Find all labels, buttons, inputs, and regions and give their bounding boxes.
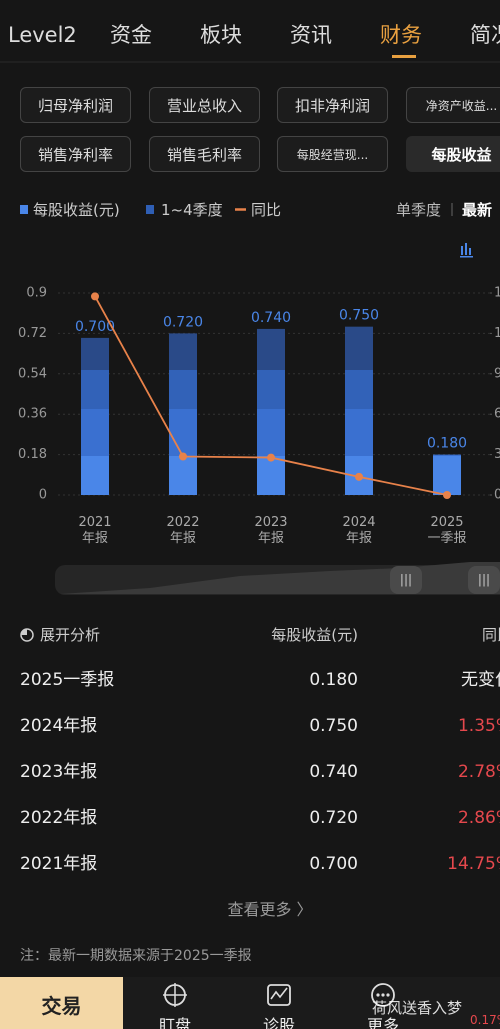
row-label[interactable]: 2024年报	[20, 716, 98, 736]
y-tick-label: 0.9	[26, 286, 47, 301]
nav-label[interactable]: 更多	[367, 1016, 400, 1029]
analysis-icon-fill	[21, 629, 27, 635]
y2-tick-label: 15	[494, 286, 500, 301]
spacer	[20, 622, 500, 623]
trade-button-bg[interactable]	[0, 977, 123, 1029]
y-tick-label: 0.36	[18, 407, 47, 422]
x-tick-label: 2022 年报	[166, 515, 200, 546]
y-tick-label: 0.54	[18, 366, 47, 381]
bar	[345, 326, 373, 495]
y2-tick-label: 0	[494, 488, 500, 503]
row-value: 0.700	[309, 854, 358, 874]
more-icon-dot	[381, 993, 385, 997]
tab[interactable]: 资金	[110, 23, 152, 47]
metric-button[interactable]: 销售净利率	[20, 136, 131, 172]
metric-button[interactable]: 销售毛利率	[149, 136, 260, 172]
note: 注：最新一期数据来源于2025一季报	[20, 948, 252, 964]
ticker-change: 0.17%	[470, 1013, 500, 1027]
legend-label: 1~4季度	[161, 201, 223, 219]
row-change: 2.78%	[457, 762, 500, 782]
data-label: 0.180	[427, 436, 467, 452]
period-option[interactable]: 最新	[462, 201, 493, 219]
data-label: 0.750	[339, 308, 379, 324]
x-tick-label: 2023 年报	[254, 515, 288, 546]
legend-swatch	[20, 205, 28, 214]
more-link[interactable]: 查看更多 〉	[227, 900, 313, 919]
bar	[433, 454, 461, 495]
row-label[interactable]: 2025一季报	[20, 670, 115, 690]
line-point	[91, 292, 99, 301]
chart-icon[interactable]	[460, 243, 473, 258]
y2-tick-label: 6	[494, 407, 500, 422]
tab-underline	[392, 55, 416, 58]
metric-button[interactable]: 净资产收益...	[406, 87, 500, 123]
diagnose-icon-line	[270, 987, 288, 1000]
row-label[interactable]: 2023年报	[20, 762, 98, 782]
row-label[interactable]: 2022年报	[20, 808, 98, 828]
diagnose-icon[interactable]	[267, 984, 291, 1006]
y-tick-label: 0.18	[18, 447, 47, 462]
svg-text:|||: |||	[400, 573, 412, 587]
metric-button[interactable]: 每股经营现...	[277, 136, 388, 172]
tab[interactable]: 资讯	[290, 23, 332, 47]
row-label[interactable]: 2021年报	[20, 854, 98, 874]
legend-swatch	[146, 205, 154, 214]
range-slider[interactable]: ||| |||	[55, 562, 500, 595]
line-point	[443, 491, 451, 499]
row-change: 14.75%	[447, 854, 500, 874]
more-icon[interactable]	[371, 983, 395, 1007]
row-value: 0.740	[309, 762, 358, 782]
x-tick-label: 2025 一季报	[427, 515, 467, 546]
y2-tick-label: 12	[494, 326, 500, 341]
tab[interactable]: 板块	[200, 23, 242, 47]
data-label: 0.720	[163, 314, 203, 330]
y2-tick-label: 9	[494, 366, 500, 381]
line-point	[179, 452, 187, 461]
legend-label: 每股收益(元)	[33, 201, 120, 219]
line-point	[267, 453, 275, 462]
column-header: 同比	[481, 626, 500, 644]
nav-label[interactable]: 盯盘	[159, 1016, 192, 1029]
more-icon-dot	[376, 993, 380, 997]
legend-label: 同比	[251, 201, 282, 219]
y2-tick-label: 3	[494, 447, 500, 462]
data-label: 0.740	[251, 310, 291, 326]
y-tick-label: 0.72	[18, 326, 47, 341]
tab[interactable]: 简况	[470, 23, 500, 47]
metric-button[interactable]: 每股收益	[406, 136, 500, 172]
svg-text:|||: |||	[478, 573, 490, 587]
data-label: 0.700	[75, 319, 115, 335]
metric-button[interactable]: 营业总收入	[149, 87, 260, 123]
tab[interactable]: 财务	[380, 23, 422, 47]
row-change: 无变化	[461, 670, 500, 690]
nav-label[interactable]: 诊股	[263, 1016, 296, 1029]
nav-label[interactable]: 交易	[41, 994, 82, 1018]
row-value: 0.180	[309, 670, 358, 690]
bar	[81, 337, 109, 495]
metric-button[interactable]: 归母净利润	[20, 87, 131, 123]
bar	[169, 333, 197, 495]
bar	[257, 328, 285, 495]
row-change: 2.86%	[457, 808, 500, 828]
line-point	[355, 472, 363, 481]
x-tick-label: 2021 年报	[78, 515, 112, 546]
y-tick-label: 0	[39, 488, 47, 503]
period-option[interactable]: 单季度	[396, 201, 442, 219]
x-tick-label: 2024 年报	[342, 515, 376, 546]
row-change: 1.35%	[457, 716, 500, 736]
metric-button[interactable]: 扣非净利润	[277, 87, 388, 123]
row-value: 0.720	[309, 808, 358, 828]
row-value: 0.750	[309, 716, 358, 736]
tab[interactable]: Level2	[8, 23, 77, 47]
more-icon-dot	[386, 993, 390, 997]
analysis-title[interactable]: 展开分析	[40, 626, 101, 644]
column-header: 每股收益(元)	[271, 626, 358, 644]
watermark: 荷风送香入梦	[372, 999, 463, 1017]
